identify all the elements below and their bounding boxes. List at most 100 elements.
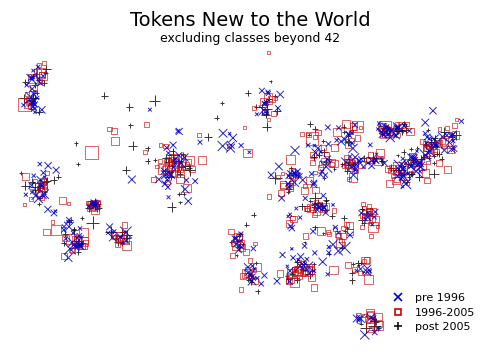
Point bbox=[366, 152, 374, 158]
Point bbox=[349, 261, 357, 267]
Point bbox=[378, 129, 386, 135]
Point bbox=[362, 325, 370, 331]
Point bbox=[301, 270, 309, 276]
Point bbox=[422, 152, 430, 158]
Point bbox=[325, 231, 333, 237]
Point bbox=[377, 156, 385, 161]
Point bbox=[364, 210, 372, 216]
Point bbox=[20, 202, 28, 207]
Point bbox=[162, 158, 170, 164]
Point bbox=[340, 124, 348, 130]
Point bbox=[391, 125, 399, 131]
Point bbox=[264, 89, 272, 95]
Point bbox=[291, 171, 299, 176]
Point bbox=[250, 246, 258, 251]
Point bbox=[32, 184, 40, 190]
Point bbox=[22, 174, 30, 180]
Point bbox=[402, 181, 410, 187]
Point bbox=[90, 203, 98, 209]
Point bbox=[310, 180, 318, 186]
Point bbox=[300, 262, 308, 268]
Point bbox=[36, 182, 44, 188]
Point bbox=[285, 278, 293, 283]
Point bbox=[74, 238, 82, 244]
Point bbox=[418, 138, 426, 144]
Point bbox=[61, 231, 69, 237]
Point bbox=[363, 257, 371, 263]
Point bbox=[414, 162, 422, 168]
Point bbox=[444, 166, 452, 172]
Point bbox=[452, 132, 460, 138]
Point bbox=[74, 244, 82, 250]
Point bbox=[264, 50, 272, 55]
Point bbox=[361, 332, 369, 338]
Point bbox=[90, 200, 98, 206]
Point bbox=[265, 96, 273, 102]
Point bbox=[172, 164, 179, 170]
Point bbox=[300, 240, 308, 245]
Point bbox=[73, 243, 81, 249]
Point bbox=[251, 241, 259, 246]
Point bbox=[364, 160, 372, 166]
Point bbox=[368, 222, 376, 227]
Point bbox=[430, 153, 438, 159]
Point bbox=[311, 134, 319, 140]
Point bbox=[374, 326, 382, 331]
Point bbox=[386, 135, 394, 140]
Point bbox=[250, 266, 258, 272]
Point bbox=[313, 209, 321, 215]
Point bbox=[424, 160, 432, 166]
Point bbox=[77, 243, 85, 249]
Point bbox=[403, 121, 411, 127]
Point bbox=[262, 109, 270, 114]
Point bbox=[302, 196, 310, 201]
Point bbox=[308, 266, 316, 271]
Point bbox=[379, 131, 387, 137]
Point bbox=[285, 221, 293, 226]
Point bbox=[164, 150, 172, 156]
Point bbox=[264, 117, 272, 122]
Point bbox=[26, 100, 34, 106]
Point bbox=[322, 164, 330, 170]
Point bbox=[382, 130, 390, 136]
Point bbox=[230, 236, 238, 241]
Point bbox=[306, 121, 314, 127]
Point bbox=[453, 117, 461, 122]
Point bbox=[428, 142, 436, 148]
Point bbox=[74, 235, 82, 241]
Point bbox=[120, 222, 128, 228]
Point bbox=[40, 186, 48, 192]
Point bbox=[334, 231, 342, 236]
Point bbox=[320, 206, 328, 211]
Point bbox=[325, 250, 333, 256]
Point bbox=[398, 171, 406, 177]
Point bbox=[353, 316, 361, 321]
Point bbox=[312, 150, 320, 156]
Point bbox=[273, 278, 281, 284]
Point bbox=[164, 195, 172, 200]
Point bbox=[82, 239, 90, 245]
Point bbox=[198, 157, 206, 163]
Point bbox=[237, 286, 245, 292]
Point bbox=[288, 179, 296, 185]
Point bbox=[294, 172, 302, 178]
Point bbox=[325, 251, 333, 257]
Point bbox=[26, 98, 34, 104]
Point bbox=[334, 248, 342, 254]
Point bbox=[330, 267, 338, 273]
Point bbox=[95, 205, 103, 210]
Point bbox=[375, 121, 383, 126]
Point bbox=[292, 172, 300, 178]
Point bbox=[348, 270, 356, 275]
Point bbox=[100, 93, 108, 99]
Point bbox=[329, 242, 337, 247]
Point bbox=[333, 129, 341, 135]
Point bbox=[345, 159, 353, 165]
Point bbox=[320, 145, 328, 151]
Point bbox=[374, 326, 382, 331]
Point bbox=[278, 252, 286, 258]
Point bbox=[120, 228, 128, 234]
Point bbox=[364, 157, 372, 162]
Point bbox=[296, 173, 304, 178]
Point bbox=[322, 159, 330, 165]
